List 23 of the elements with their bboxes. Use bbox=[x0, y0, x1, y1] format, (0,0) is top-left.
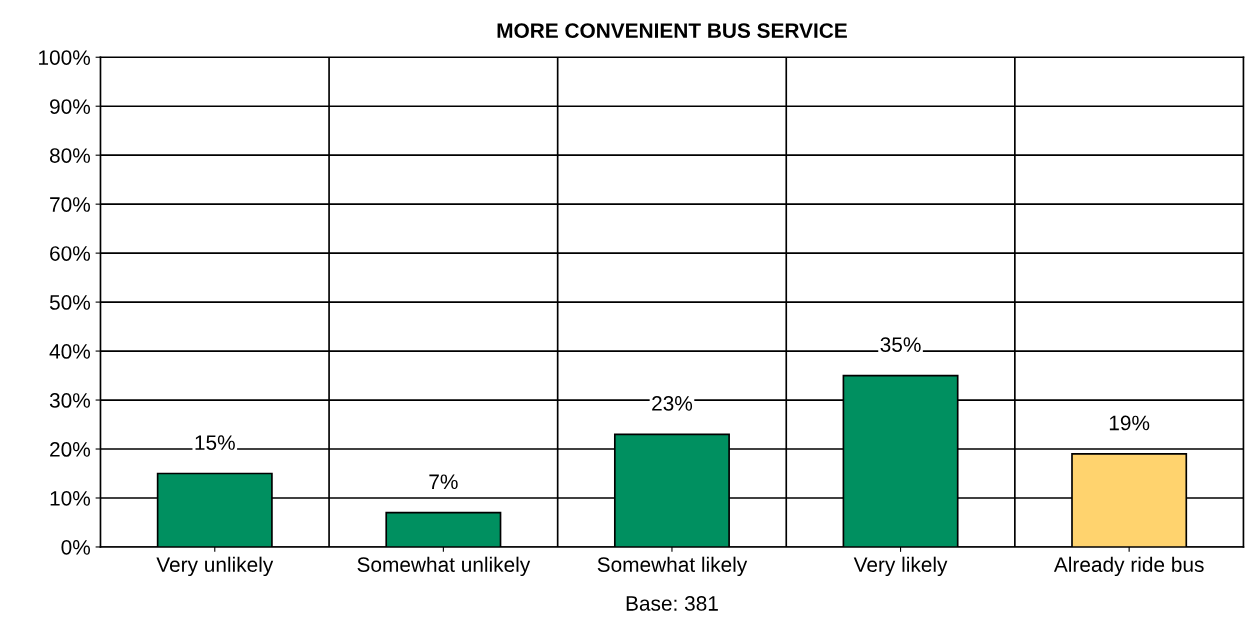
x-tick-label: Very likely bbox=[853, 556, 948, 577]
x-tick-label: Somewhat likely bbox=[597, 556, 748, 577]
data-label: 35% bbox=[880, 337, 921, 352]
x-tick-label: Somewhat unlikely bbox=[357, 556, 531, 577]
x-axis-title: Base: 381 bbox=[626, 596, 718, 611]
y-tick-label: 30% bbox=[49, 393, 91, 408]
x-tick-label: Already ride bus bbox=[1053, 556, 1204, 577]
y-tick-label: 40% bbox=[49, 344, 91, 359]
y-tick-label: 100% bbox=[39, 50, 91, 65]
y-tick-label: 80% bbox=[49, 148, 91, 163]
y-tick-label: 20% bbox=[50, 442, 91, 457]
data-label: 19% bbox=[1109, 415, 1150, 431]
y-tick-label: 60% bbox=[50, 246, 91, 261]
x-tick-label: Very unlikely bbox=[156, 556, 274, 577]
y-tick-label: 0% bbox=[61, 539, 91, 555]
y-tick-label: 90% bbox=[50, 99, 91, 114]
chart-title: MORE CONVENIENT BUS SERVICE bbox=[497, 23, 847, 38]
data-label: 7% bbox=[429, 474, 458, 490]
y-tick-label: 70% bbox=[50, 197, 91, 212]
data-label: 15% bbox=[195, 435, 235, 450]
data-label: 23% bbox=[652, 396, 693, 411]
y-tick-label: 50% bbox=[49, 295, 91, 310]
y-tick-label: 10% bbox=[50, 490, 91, 506]
